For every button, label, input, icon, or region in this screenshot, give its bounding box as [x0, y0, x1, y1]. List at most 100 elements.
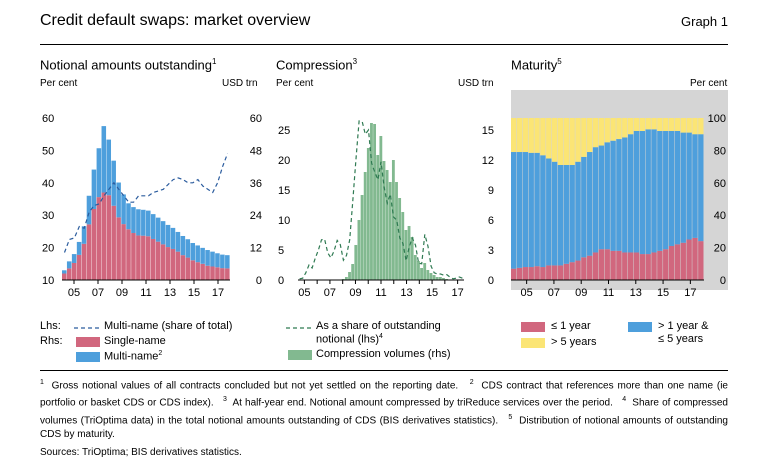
gt5-bar	[616, 118, 622, 140]
p1-left-tick-2: 40	[42, 178, 54, 190]
gt5-bar	[534, 118, 540, 153]
gt5-bar	[622, 118, 628, 138]
le1-bar	[581, 257, 587, 280]
compression-volume-bar	[373, 124, 377, 280]
multi-share-legend-icon	[74, 327, 100, 329]
legend-compression-share-2: notional (lhs)4	[316, 333, 383, 346]
maturity-chart: 100 80 60 40 20 0 05 07 09 11 13 15 17	[511, 90, 728, 299]
p2-x-tick-label-0: 05	[298, 287, 310, 299]
le1-bar	[604, 249, 610, 280]
p1-right-tick-3: 24	[250, 210, 262, 222]
p1-right-tick-0: 60	[250, 113, 262, 125]
compression-volume-bar	[370, 123, 373, 280]
mid-bar	[616, 139, 622, 251]
le1-bar	[686, 239, 692, 280]
single-name-bar	[200, 263, 205, 280]
gt5-bar	[557, 118, 564, 165]
single-name-bar	[220, 268, 225, 280]
multi-name-bar	[220, 254, 225, 269]
compression-volume-bar	[426, 270, 430, 280]
p3-bars	[511, 118, 704, 280]
p1-right-ticks: 60 48 36 24 12 0	[250, 113, 262, 287]
le1-bar	[575, 260, 581, 280]
compression-volume-legend-swatch	[288, 350, 312, 360]
p2-left-tick-3: 10	[278, 215, 290, 227]
single-name-bar	[126, 229, 131, 280]
le1-legend-swatch	[521, 322, 545, 332]
compression-share-line	[299, 120, 463, 280]
multi-name-bar	[165, 224, 171, 248]
single-name-bar	[96, 197, 102, 280]
p2-left-ticks: 25 20 15 10 5 0	[278, 125, 290, 287]
gt5-bar	[516, 118, 523, 153]
fn3-text: At half-year end. Notional amount compre…	[232, 397, 613, 409]
compression-volume-bar	[435, 277, 439, 280]
multi-name-bar	[136, 209, 141, 236]
legend-le1: ≤ 1 year	[551, 320, 591, 332]
multi-name-bar	[96, 148, 102, 198]
compression-volume-bar	[382, 161, 386, 280]
p2-right-tick-1: 12	[482, 155, 494, 167]
mid-bar	[627, 134, 634, 253]
compression-volume-bar	[413, 255, 417, 280]
p2-x-tick-label-2: 07	[324, 287, 336, 299]
single-name-bar	[155, 241, 161, 280]
top-rule	[40, 44, 728, 45]
le1-bar	[557, 265, 564, 280]
single-name-bar	[121, 224, 126, 280]
legend-compression-share-2-text: notional (lhs)	[316, 333, 379, 346]
sources: Sources: TriOptima; BIS derivatives stat…	[40, 447, 242, 458]
panel1-title-text: Notional amounts outstanding	[40, 57, 213, 73]
graph-number: Graph 1	[681, 14, 728, 29]
p2-right-tick-2: 9	[488, 185, 494, 197]
compression-volume-bar	[354, 245, 358, 280]
multi-name-bar	[160, 221, 166, 245]
gt5-bar	[522, 118, 529, 153]
p2-x-tick-label-4: 09	[349, 287, 361, 299]
gt5-bar	[657, 118, 663, 131]
le1-bar	[598, 249, 605, 280]
panel2-title-text: Compression	[276, 57, 353, 73]
multi-name-share-line	[63, 153, 229, 253]
le1-bar	[551, 265, 558, 280]
mid-bar	[516, 152, 523, 268]
chart-title: Credit default swaps: market overview	[40, 12, 311, 29]
legend-gt5: > 5 years	[551, 336, 597, 348]
le1-bar	[511, 268, 517, 280]
multi-name-bar	[116, 182, 121, 218]
p3-x-ticks: 05 07 09 11 13 15 17	[521, 280, 696, 299]
p2-x-tick-label-12: 17	[451, 287, 463, 299]
p3-x-tick-label-2: 09	[575, 287, 587, 299]
multi-name-bar	[121, 194, 126, 225]
panel2-left-unit: Per cent	[276, 78, 314, 89]
le1-bar	[616, 250, 622, 280]
compression-volume-bar	[423, 263, 427, 280]
fn2-text: CDS contract that references more than o…	[40, 380, 728, 409]
p3-x-tick-label-4: 13	[630, 287, 642, 299]
p3-right-tick-3: 40	[714, 210, 726, 222]
fn2-marker: 2	[469, 379, 474, 386]
mid-bar	[563, 164, 569, 264]
p3-right-tick-4: 20	[714, 243, 726, 255]
le1-bar	[540, 267, 546, 280]
panel3-title-note: 5	[557, 57, 562, 66]
multi-name-bar	[170, 227, 176, 249]
gt5-bar	[569, 118, 575, 165]
mid-bar	[698, 134, 704, 242]
panel2-title-note: 3	[352, 57, 358, 66]
p1-left-tick-0: 60	[42, 113, 54, 125]
single-name-bar	[106, 195, 112, 280]
compression-volume-bar	[357, 220, 361, 280]
compression-volume-bar	[395, 182, 398, 280]
compression-volume-bar	[360, 195, 364, 280]
compression-volume-bar	[379, 136, 383, 280]
le1-bar	[633, 252, 640, 280]
single-name-bar	[86, 224, 92, 280]
mid-bar	[569, 164, 575, 263]
le1-bar	[680, 242, 686, 280]
multi-name-bar	[106, 139, 112, 196]
compression-chart: 25 20 15 10 5 0 15 12 9 6 3 0 05 07 09 11 13 15 17	[278, 120, 494, 299]
compression-volume-bar	[404, 230, 408, 280]
p1-left-ticks: 60 50 40 30 20 10	[42, 113, 54, 287]
mid-bar	[657, 130, 663, 251]
